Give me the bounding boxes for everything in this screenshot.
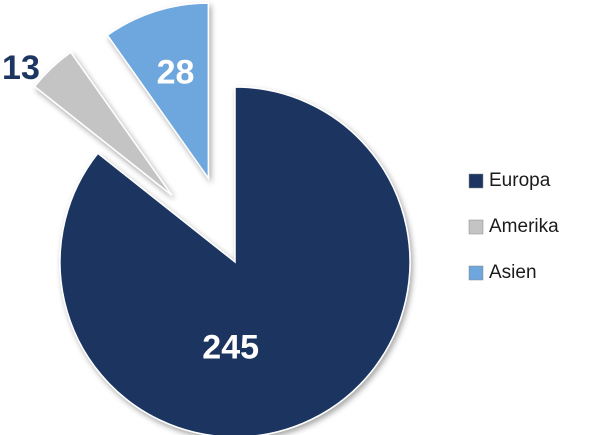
legend-swatch <box>468 265 484 281</box>
legend-label: Amerika <box>489 216 559 237</box>
pie-slice <box>33 51 173 196</box>
pie-slice <box>59 86 411 435</box>
data-label: 13 <box>2 49 40 87</box>
data-label: 28 <box>157 54 195 92</box>
pie-slice <box>106 2 210 181</box>
data-label: 245 <box>202 328 259 366</box>
pie: 245 13 28 <box>2 2 411 435</box>
legend-label: Asien <box>489 262 537 283</box>
legend-swatch <box>468 173 484 189</box>
legend: Europa Amerika Asien <box>468 170 559 283</box>
legend-label: Europa <box>489 170 551 191</box>
legend-swatch <box>468 219 484 235</box>
